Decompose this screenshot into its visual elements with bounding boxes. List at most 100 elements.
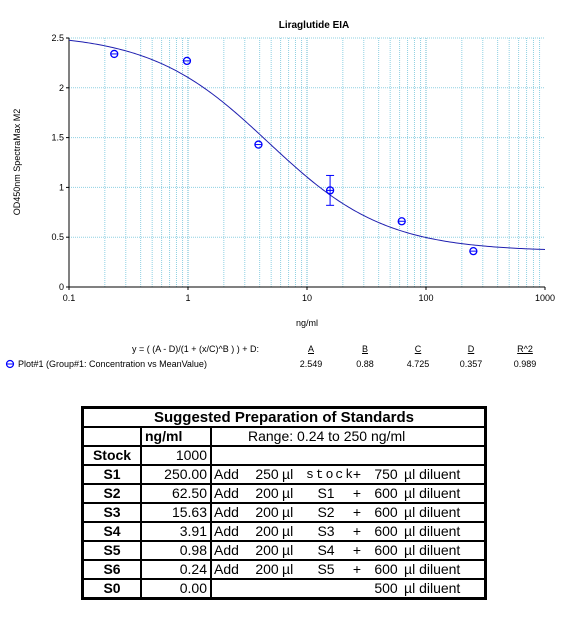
param-label-b: B [361, 344, 369, 354]
plus-sign: + [352, 523, 362, 539]
param-label-c: C [414, 344, 422, 354]
add-word: Add [214, 561, 239, 577]
param-label-a: A [307, 344, 315, 354]
param-value-d: 0.357 [459, 359, 483, 369]
diluent-volume: 750 [374, 466, 398, 482]
volume-unit: µl [282, 485, 294, 501]
source-standard: S1 [317, 485, 335, 501]
source-standard: S5 [317, 561, 335, 577]
transfer-volume: 200 [255, 504, 279, 520]
stock-instruction [210, 445, 487, 466]
add-word: Add [214, 523, 239, 539]
legend-series-label: Plot#1 (Group#1: Concentration vs MeanVa… [18, 359, 207, 369]
plus-sign: + [352, 485, 362, 501]
range-text: Range: 0.24 to 250 ng/ml [210, 426, 487, 447]
standard-instruction: Add 200 µl S2 +600 µl diluent [210, 502, 487, 523]
diluent-volume: 600 [374, 542, 398, 558]
add-word: Add [214, 504, 239, 520]
x-tick-label: 100 [418, 293, 433, 303]
standard-row: S2 62.50 Add 200 µl S1 +600 µl diluent [81, 483, 487, 504]
diluent-label: µl diluent [404, 504, 461, 520]
y-tick-label: 1 [59, 182, 64, 192]
standard-concentration: 62.50 [140, 483, 212, 504]
standard-label: S5 [81, 540, 142, 561]
standard-label: S3 [81, 502, 142, 523]
y-tick-label: 2.5 [51, 33, 64, 43]
plus-sign: + [352, 504, 362, 520]
standard-instruction: Add 200 µl S4 +600 µl diluent [210, 540, 487, 561]
standard-instruction: Add 250 µl stock +750 µl diluent [210, 464, 487, 485]
add-word: Add [214, 466, 239, 482]
table-header-row: ng/ml Range: 0.24 to 250 ng/ml [81, 426, 487, 447]
param-value-a: 2.549 [299, 359, 323, 369]
standard-row: S4 3.91 Add 200 µl S3 +600 µl diluent [81, 521, 487, 542]
unit-header: ng/ml [140, 426, 212, 447]
standard-concentration: 3.91 [140, 521, 212, 542]
standard-label: S1 [81, 464, 142, 485]
param-label-d: D [467, 344, 475, 354]
y-tick-label: 1.5 [51, 133, 64, 143]
standard-instruction: Add 200 µl S1 +600 µl diluent [210, 483, 487, 504]
standard-row: S6 0.24 Add 200 µl S5 +600 µl diluent [81, 559, 487, 580]
blank-diluent-label: µl diluent [404, 580, 461, 596]
standard-label: S6 [81, 559, 142, 580]
standards-table: Suggested Preparation of Standards ng/ml… [81, 406, 487, 600]
fit-curve [68, 39, 546, 250]
param-value-b: 0.88 [356, 359, 374, 369]
volume-unit: µl [282, 542, 294, 558]
param-value-c: 4.725 [406, 359, 430, 369]
param-value-r2: 0.989 [513, 359, 537, 369]
standard-instruction: Add 200 µl S3 +600 µl diluent [210, 521, 487, 542]
stock-value: 1000 [140, 445, 212, 466]
blank-diluent-volume: 500 [374, 580, 398, 596]
transfer-volume: 250 [255, 466, 279, 482]
transfer-volume: 200 [255, 485, 279, 501]
plus-sign: + [352, 542, 362, 558]
volume-unit: µl [282, 523, 294, 539]
add-word: Add [214, 485, 239, 501]
legend-marker-icon [5, 359, 15, 369]
data-points [110, 49, 478, 256]
fit-legend: y = ( (A - D)/(1 + (x/C)^B ) ) + D: A B … [0, 340, 563, 375]
table-title-row: Suggested Preparation of Standards [81, 406, 487, 428]
fit-equation: y = ( (A - D)/(1 + (x/C)^B ) ) + D: [132, 344, 259, 354]
chart: Liraglutide EIA OD450nm SpectraMax M2 ng… [12, 20, 555, 328]
param-label-r2: R^2 [517, 344, 533, 354]
table-title: Suggested Preparation of Standards [81, 406, 487, 428]
y-tick-label: 2 [59, 83, 64, 93]
diluent-label: µl diluent [404, 542, 461, 558]
standard-label: S4 [81, 521, 142, 542]
source-standard: S3 [317, 523, 335, 539]
standard-concentration: 250.00 [140, 464, 212, 485]
volume-unit: µl [282, 466, 294, 482]
grid [69, 37, 545, 287]
standard-row: S3 15.63 Add 200 µl S2 +600 µl diluent [81, 502, 487, 523]
transfer-volume: 200 [255, 542, 279, 558]
standard-concentration: 0.98 [140, 540, 212, 561]
diluent-label: µl diluent [404, 523, 461, 539]
standard-concentration: 0.24 [140, 559, 212, 580]
y-tick-label: 0.5 [51, 232, 64, 242]
diluent-volume: 600 [374, 485, 398, 501]
source-standard: stock [306, 467, 356, 482]
x-tick-label: 10 [302, 293, 312, 303]
source-standard: S4 [317, 542, 335, 558]
diluent-volume: 600 [374, 504, 398, 520]
standard-row: S5 0.98 Add 200 µl S4 +600 µl diluent [81, 540, 487, 561]
x-axis-label: ng/ml [296, 318, 318, 328]
plus-sign: + [352, 466, 362, 482]
y-axis-label: OD450nm SpectraMax M2 [12, 109, 22, 216]
x-tick-label: 1 [185, 293, 190, 303]
blank-instruction: 500 µl diluent [210, 578, 487, 600]
stock-row: Stock 1000 [81, 445, 487, 466]
diluent-label: µl diluent [404, 466, 461, 482]
diluent-label: µl diluent [404, 561, 461, 577]
tick-labels: 0 0.5 1 1.5 2 2.5 0.1 1 10 100 1000 [51, 33, 555, 303]
transfer-volume: 200 [255, 523, 279, 539]
header-empty-cell [81, 426, 142, 447]
x-tick-label: 1000 [535, 293, 555, 303]
standard-instruction: Add 200 µl S5 +600 µl diluent [210, 559, 487, 580]
diluent-volume: 600 [374, 561, 398, 577]
transfer-volume: 200 [255, 561, 279, 577]
source-standard: S2 [317, 504, 335, 520]
